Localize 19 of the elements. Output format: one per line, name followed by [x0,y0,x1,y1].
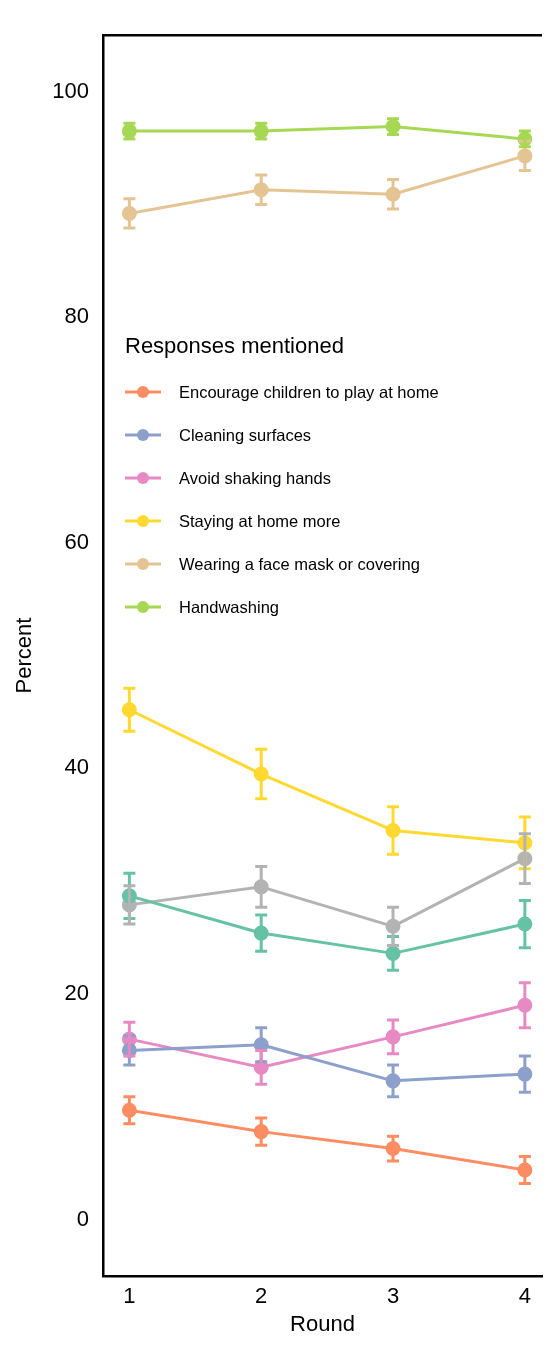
legend-label: Cleaning surfaces [179,425,312,445]
y-tick-label: 100 [52,77,89,103]
legend-title: Responses mentioned [125,332,345,359]
legend-label: Wearing a face mask or covering [179,554,420,574]
y-tick-label: 0 [76,1205,89,1231]
y-tick-label: 60 [64,528,89,554]
legend-label: Staying at home more [179,511,341,531]
legend-label: Avoid shaking hands [179,468,331,488]
x-tick-label: 1 [123,1283,136,1309]
y-tick-label: 20 [64,980,89,1006]
y-tick-label: 80 [64,303,89,329]
x-tick-label: 3 [386,1283,400,1309]
x-tick-label: 4 [518,1283,531,1309]
y-tick-label: 40 [64,754,89,780]
legend-label: Encourage children to play at home [179,382,439,402]
x-tick-label: 2 [255,1283,268,1309]
y-axis-title: Percent [11,617,37,694]
legend-label: Handwashing [179,597,279,617]
x-axis-title: Round [290,1310,355,1336]
